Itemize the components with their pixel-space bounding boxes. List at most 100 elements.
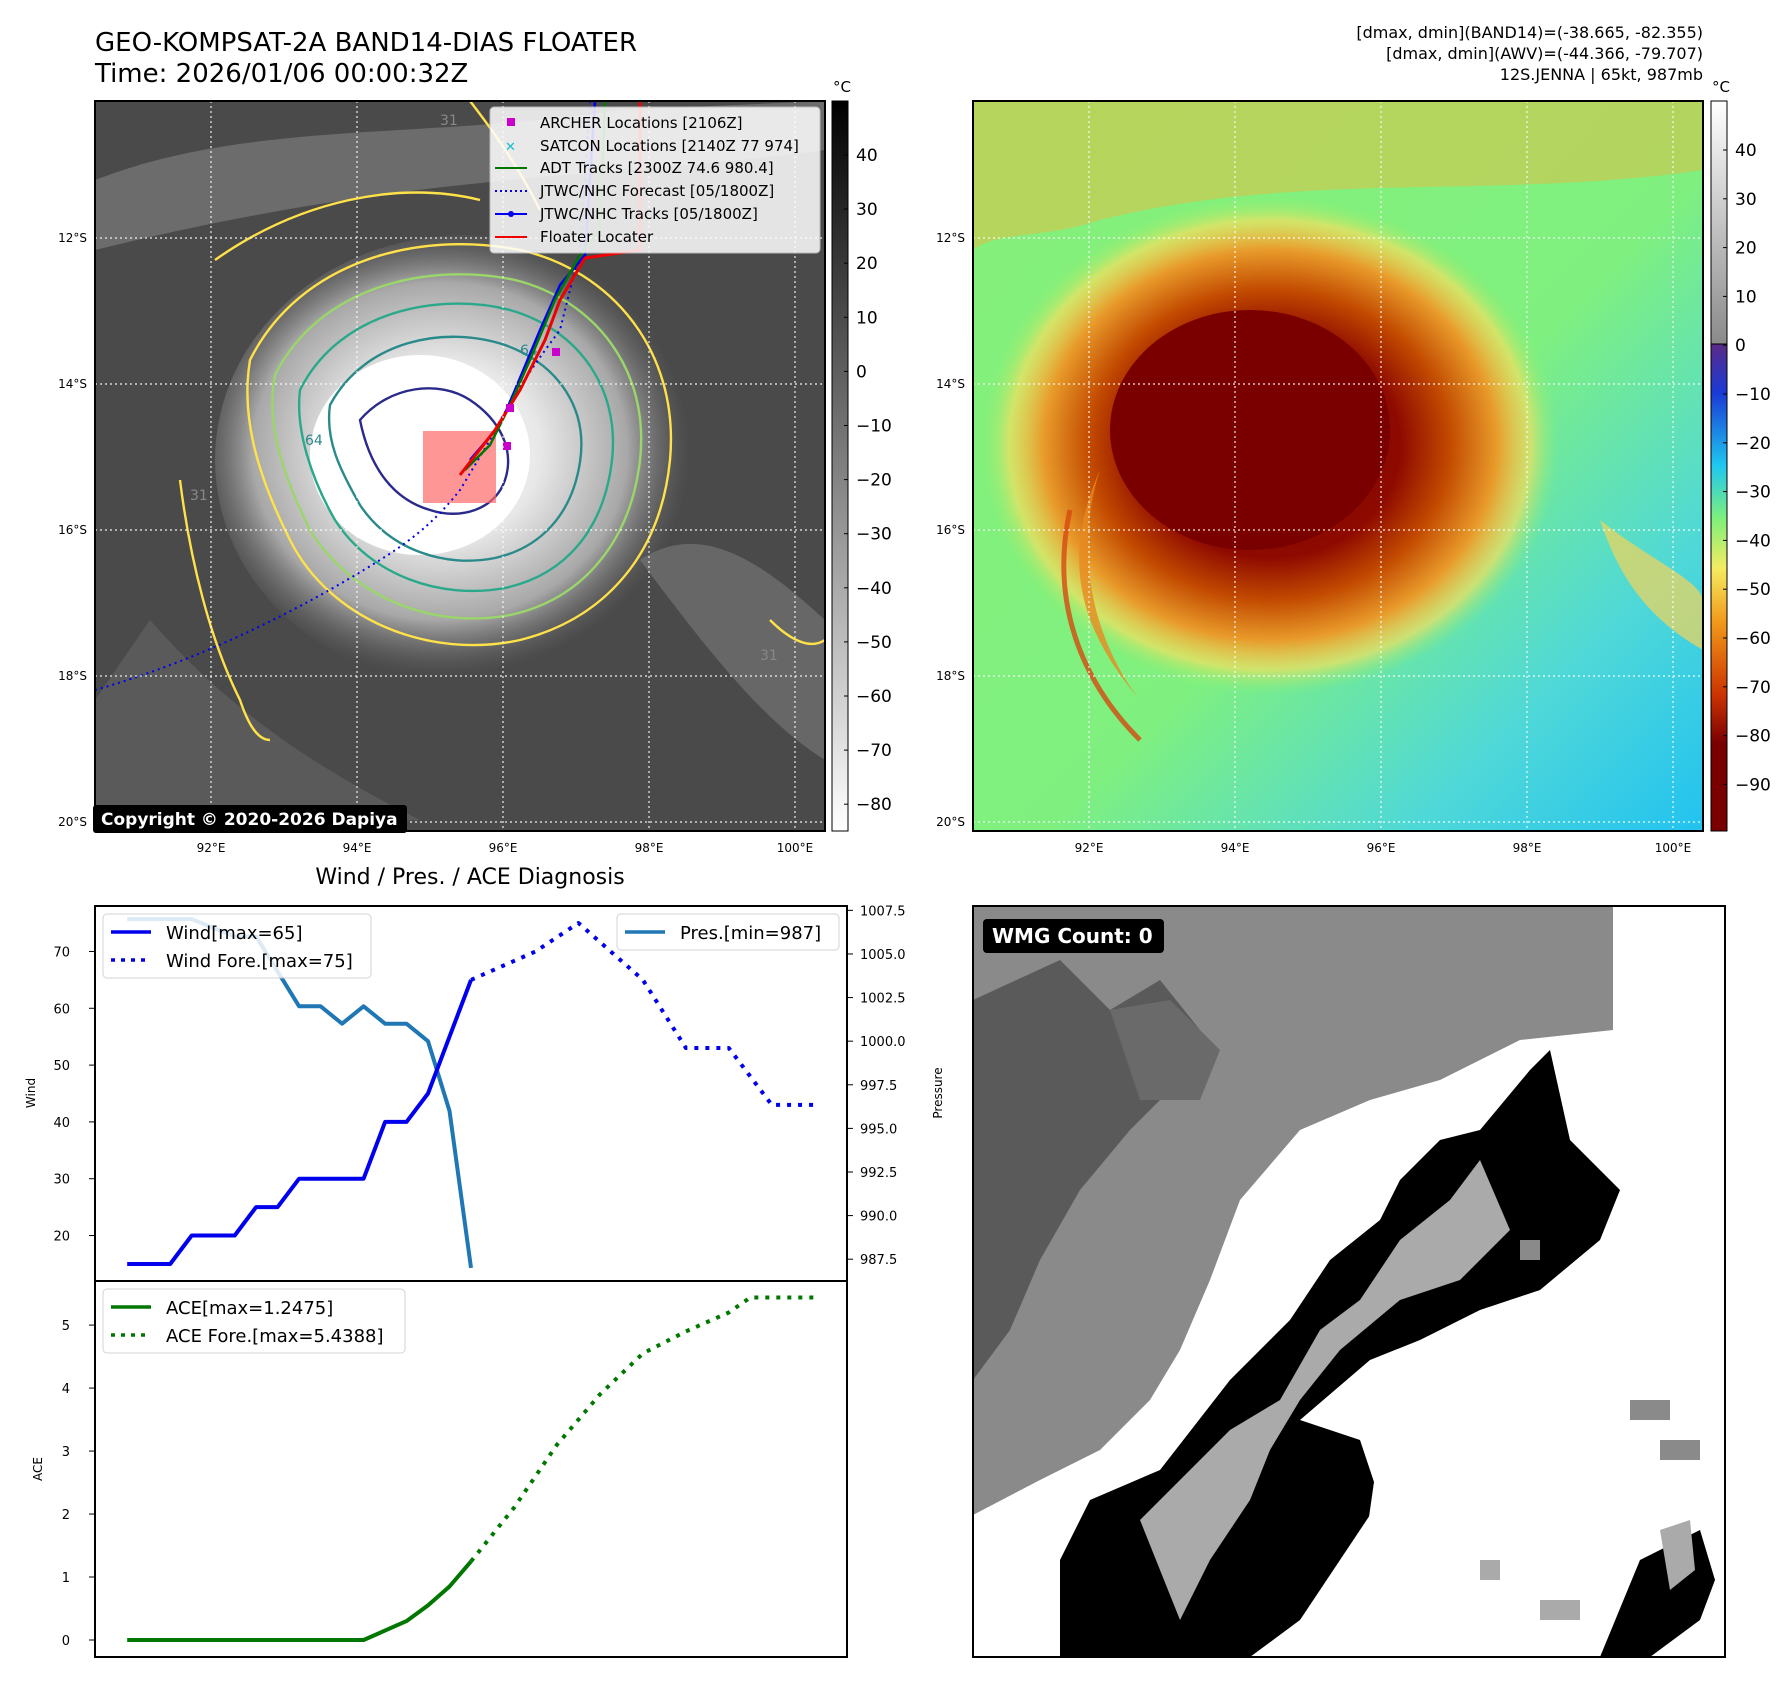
figure-title: GEO-KOMPSAT-2A BAND14-DIAS FLOATER bbox=[95, 28, 637, 58]
wind-axis-label: Wind bbox=[24, 1078, 38, 1108]
legend-label: Wind Fore.[max=75] bbox=[166, 951, 353, 972]
wind-tick-label: 60 bbox=[53, 1002, 70, 1017]
colorbar-tick-label: 0 bbox=[856, 362, 867, 382]
colorbar-tick-label: −10 bbox=[856, 417, 892, 437]
colorbar-tick-label: −70 bbox=[1735, 678, 1771, 698]
ace-tick-label: 3 bbox=[62, 1445, 70, 1460]
legend-label: Pres.[min=987] bbox=[680, 923, 821, 944]
legend-archer-marker bbox=[507, 118, 515, 126]
colorbar-tick-label: −80 bbox=[1735, 727, 1771, 747]
colorbar-right: °C 40 30 20 10 0 −10 −20 −30 −40 −50 −60 −70 −80 −90 bbox=[1710, 78, 1771, 832]
pressure-tick-label: 995.0 bbox=[860, 1122, 897, 1137]
ace-tick-label: 2 bbox=[62, 1508, 70, 1523]
lat-tick: 12°S bbox=[58, 231, 87, 245]
legend-tracks-dot bbox=[508, 211, 514, 217]
wind-tick-label: 50 bbox=[53, 1059, 70, 1074]
jtwc-forecast-track bbox=[95, 101, 591, 691]
ace-tick-label: 1 bbox=[62, 1571, 70, 1586]
lat-tick: 18°S bbox=[936, 669, 965, 683]
colorbar-tick-label: 20 bbox=[856, 254, 878, 274]
wind-tick-label: 40 bbox=[53, 1116, 70, 1131]
pressure-tick-label: 1002.5 bbox=[860, 992, 906, 1007]
lat-tick: 12°S bbox=[936, 231, 965, 245]
lat-tick: 14°S bbox=[58, 377, 87, 391]
colorbar-tick-label: −20 bbox=[1735, 434, 1771, 454]
pressure-tick-label: 992.5 bbox=[860, 1166, 897, 1181]
lon-tick: 98°E bbox=[635, 841, 664, 855]
ir-map-panel: 31 64 64 31 31 bbox=[58, 100, 826, 855]
pressure-tick-label: 1007.5 bbox=[860, 904, 906, 919]
wind-forecast-series-line bbox=[470, 921, 815, 1107]
legend-label: SATCON Locations [2140Z 77 974] bbox=[540, 137, 799, 155]
colorbar-tick-label: 10 bbox=[1735, 287, 1757, 307]
wind-tick-label: 30 bbox=[53, 1173, 70, 1188]
colorbar-tick-label: −30 bbox=[856, 525, 892, 545]
colorbar-tick-label: −30 bbox=[1735, 483, 1771, 503]
colorbar-left-unit: °C bbox=[833, 78, 851, 96]
colorbar-tick-label: 30 bbox=[856, 200, 878, 220]
pressure-axis-label: Pressure bbox=[931, 1067, 945, 1118]
legend-label: Wind[max=65] bbox=[166, 923, 303, 944]
lon-tick: 92°E bbox=[1075, 841, 1104, 855]
archer-marker bbox=[506, 404, 514, 412]
stat-band14: [dmax, dmin](BAND14)=(-38.665, -82.355) bbox=[1356, 23, 1703, 42]
ace-tick-label: 0 bbox=[62, 1634, 70, 1649]
wmg-count-label: WMG Count: 0 bbox=[992, 924, 1153, 948]
pressure-tick-label: 987.5 bbox=[860, 1253, 897, 1268]
colorbar-right-unit: °C bbox=[1712, 78, 1730, 96]
lat-tick: 14°S bbox=[936, 377, 965, 391]
colorbar-tick-label: 40 bbox=[856, 146, 878, 166]
colorbar-tick-label: 40 bbox=[1735, 141, 1757, 161]
colorbar-tick-label: −40 bbox=[1735, 531, 1771, 551]
pressure-tick-label: 997.5 bbox=[860, 1079, 897, 1094]
colorbar-tick-label: −90 bbox=[1735, 775, 1771, 795]
legend-label: JTWC/NHC Tracks [05/1800Z] bbox=[539, 205, 758, 223]
wmg-panel: WMG Count: 0 bbox=[972, 905, 1726, 1658]
lon-tick: 96°E bbox=[1367, 841, 1396, 855]
lon-tick: 96°E bbox=[489, 841, 518, 855]
lon-tick: 94°E bbox=[1221, 841, 1250, 855]
storm-info: 12S.JENNA | 65kt, 987mb bbox=[1500, 65, 1703, 84]
map-legend: ARCHER Locations [2106Z] ✕ SATCON Locati… bbox=[489, 106, 821, 254]
color-map-panel: 92°E 94°E 96°E 98°E 100°E 12°S 14°S 16°S… bbox=[936, 100, 1704, 855]
contour-labels: 31 64 64 31 31 bbox=[190, 113, 778, 664]
pressure-tick-label: 1000.0 bbox=[860, 1035, 906, 1050]
contour-label: 31 bbox=[440, 113, 458, 129]
colorbar-tick-label: 0 bbox=[1735, 336, 1746, 356]
ace-axis-label: ACE bbox=[31, 1457, 45, 1481]
colorbar-tick-label: 30 bbox=[1735, 190, 1757, 210]
wind-series-line bbox=[127, 979, 473, 1266]
wind-tick-label: 20 bbox=[53, 1230, 70, 1245]
wind-pressure-chart: Wind Pressure 20 30 40 50 60 70 987.5 990.0 992… bbox=[24, 904, 945, 1282]
legend-label: ACE Fore.[max=5.4388] bbox=[166, 1326, 384, 1347]
colorbar-tick-label: −50 bbox=[1735, 580, 1771, 600]
ace-tick-label: 4 bbox=[62, 1382, 70, 1397]
archer-marker bbox=[503, 442, 511, 450]
stat-awv: [dmax, dmin](AWV)=(-44.366, -79.707) bbox=[1386, 44, 1703, 63]
legend-label: JTWC/NHC Forecast [05/1800Z] bbox=[539, 182, 774, 200]
contour-label: 31 bbox=[190, 488, 208, 504]
colorbar-tick-label: 20 bbox=[1735, 239, 1757, 259]
wind-legend: Wind[max=65] Wind Fore.[max=75] bbox=[102, 913, 372, 979]
wind-tick-label: 70 bbox=[53, 945, 70, 960]
ace-tick-label: 5 bbox=[62, 1319, 70, 1334]
lon-tick: 100°E bbox=[1655, 841, 1692, 855]
legend-label: ACE[max=1.2475] bbox=[166, 1298, 333, 1319]
legend-label: ADT Tracks [2300Z 74.6 980.4] bbox=[540, 159, 774, 177]
pressure-legend: Pres.[min=987] bbox=[616, 913, 840, 951]
lat-tick: 20°S bbox=[58, 815, 87, 829]
colorbar-tick-label: −50 bbox=[856, 633, 892, 653]
ace-chart: ACE 0 1 2 3 4 5 ACE[max=1.2475] ACE Fore.[max… bbox=[31, 1280, 848, 1658]
pressure-tick-label: 990.0 bbox=[860, 1210, 897, 1225]
colorbar-tick-label: −20 bbox=[856, 471, 892, 491]
colorbar-left: °C 40 30 20 10 0 −10 −20 −30 −40 −50 −60 −70 −80 bbox=[831, 78, 892, 832]
lon-tick: 100°E bbox=[777, 841, 814, 855]
figure-time: Time: 2026/01/06 00:00:32Z bbox=[94, 59, 468, 89]
colorbar-tick-label: −80 bbox=[856, 795, 892, 815]
copyright-label: Copyright © 2020-2026 Dapiya bbox=[101, 810, 398, 830]
diagnosis-title: Wind / Pres. / ACE Diagnosis bbox=[315, 865, 624, 890]
lon-tick: 98°E bbox=[1513, 841, 1542, 855]
contour-label: 31 bbox=[760, 648, 778, 664]
legend-satcon-marker: ✕ bbox=[505, 140, 516, 155]
lat-tick: 18°S bbox=[58, 669, 87, 683]
